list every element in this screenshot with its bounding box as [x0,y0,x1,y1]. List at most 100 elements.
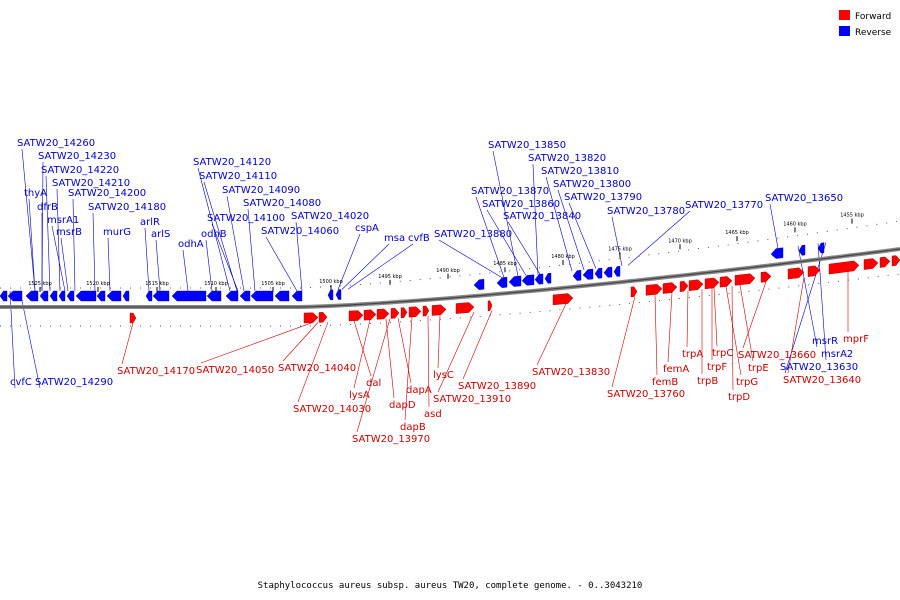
reverse-gene-arrow [171,290,207,302]
forward-gene-arrow [431,304,447,316]
legend-forward-swatch [839,10,850,20]
leader-line [353,320,372,377]
forward-gene-label: trpB [697,376,718,387]
forward-gene-arrow [630,286,638,298]
forward-gene-arrow [704,277,720,290]
reverse-gene-label: msrA1 [47,215,79,226]
leader-line [654,294,658,376]
leader-line [427,315,430,408]
leader-line [295,221,303,291]
leader-line [397,317,412,384]
reverse-gene-label: SATW20_14200 [68,188,146,199]
scale-tick-label: 1520 kbp [86,281,110,287]
reverse-gene-arrow [145,290,153,302]
reverse-gene-arrow [274,290,290,302]
leader-line [385,318,395,399]
scale-tick-label: 1470 kbp [668,238,692,244]
reverse-gene-label: msa [384,233,405,244]
forward-gene-label: SATW20_13970 [352,434,430,445]
reverse-gene-label: cvfC [10,377,32,388]
scale-tick-label: 1490 kbp [436,268,460,274]
scale-tick-label: 1515 kbp [145,281,169,287]
forward-gene-arrow [390,307,400,319]
forward-gene-label: SATW20_13640 [783,375,861,386]
leader-line [731,285,734,391]
scale-tick-label: 1510 kbp [204,281,228,287]
reverse-gene-arrow [770,247,784,259]
legend-reverse-label: Reverse [855,28,892,38]
reverse-gene-label: odhA [178,239,204,250]
forward-gene-arrow [879,256,891,268]
reverse-gene-label: SATW20_14100 [207,213,285,224]
leader-line [627,210,691,266]
forward-gene-label: dapB [400,422,426,433]
reverse-gene-label: dfrB [37,202,58,213]
reverse-gene-arrow [239,290,251,302]
reverse-gene-arrow [582,268,594,280]
scale-tick-label: 1480 kbp [551,254,575,260]
reverse-gene-label: SATW20_14210 [52,178,130,189]
reverse-gene-label: cvfB [408,233,430,244]
reverse-gene-arrow [335,289,342,300]
gene-labels: SATW20_14260 SATW20_14230 SATW20_14220 SATW… [10,138,869,445]
scale-tick-label: 1495 kbp [378,274,402,280]
reverse-gene-label: SATW20_14090 [222,185,300,196]
leader-line [200,322,313,364]
leader-line [437,314,441,369]
forward-gene-arrow [760,271,772,283]
leader-line [341,243,390,290]
reverse-gene-label: SATW20_14260 [17,138,95,149]
reverse-gene-arrow [66,290,75,302]
leader-line [155,239,161,292]
scale-tick-label: 1465 kbp [725,230,749,236]
reverse-gene-arrow [534,273,544,285]
reverse-gene-label: SATW20_13770 [685,200,763,211]
forward-gene-label: trpE [748,363,769,374]
scale-tick-label: 1505 kbp [261,281,285,287]
forward-gene-label: SATW20_13890 [458,381,536,392]
leader-line [247,208,256,292]
forward-gene-label: SATW20_13910 [433,394,511,405]
leader-line [686,290,689,348]
leader-line [353,319,371,389]
reverse-gene-label: SATW20_14230 [38,151,116,162]
leader-line [205,239,213,292]
reverse-gene-arrow [496,276,508,288]
forward-gene-label: SATW20_14040 [278,363,356,374]
reverse-gene-label: SATW20_13850 [488,140,566,151]
reverse-gene-label: SATW20_13870 [471,186,549,197]
reverse-gene-label: SATW20_14020 [291,211,369,222]
forward-gene-label: asd [424,409,442,420]
reverse-gene-label: SATW20_13790 [564,192,642,203]
reverse-gene-arrow [152,290,170,302]
reverse-gene-label: SATW20_14290 [35,377,113,388]
forward-gene-arrow [734,273,756,286]
leader-line [611,296,636,388]
scale-tick-label: 1475 kbp [608,247,632,253]
forward-gene-arrow [807,265,821,277]
reverse-gene-label: SATW20_13630 [780,362,858,373]
forward-gene-label: trpA [682,349,703,360]
reverse-gene-label: arlR [140,217,160,228]
leader-line [713,287,718,347]
forward-gene-arrow [662,282,678,294]
leader-line [347,243,414,290]
forward-gene-label: trpD [728,392,750,403]
leader-line [337,233,361,290]
reverse-gene-label: SATW20_14220 [41,165,119,176]
leader-line [532,163,539,275]
forward-gene-label: SATW20_14030 [293,404,371,415]
scale-tick-label: 1485 kbp [493,261,517,267]
reverse-gene-label: murG [103,227,131,238]
forward-gene-label: SATW20_13830 [532,367,610,378]
reverse-gene-arrow [250,290,274,302]
forward-gene-arrow [400,307,408,319]
leader-line [725,286,742,376]
forward-gene-arrow [787,267,805,280]
reverse-gene-arrow [106,290,122,302]
reverse-gene-arrow [39,290,49,302]
scale-tick-label: 1460 kbp [783,221,807,227]
reverse-gene-label: SATW20_13650 [765,193,843,204]
reverse-gene-arrow [798,244,806,256]
